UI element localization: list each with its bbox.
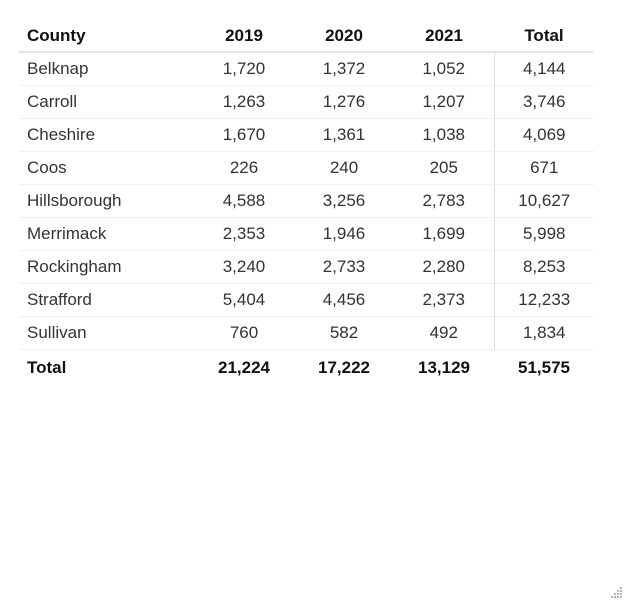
- county-table-container: County 2019 2020 2021 Total Belknap 1,72…: [19, 20, 594, 385]
- cell-county: Merrimack: [19, 217, 194, 251]
- cell-2021: 2,783: [394, 184, 494, 218]
- cell-total: 10,627: [493, 184, 594, 218]
- cell-county: Rockingham: [19, 250, 194, 284]
- column-header-2021: 2021: [394, 20, 494, 53]
- cell-2021: 1,052: [394, 52, 494, 86]
- cell-county: Hillsborough: [19, 184, 194, 218]
- totals-2020: 17,222: [318, 357, 370, 377]
- cell-2021: 2,280: [394, 250, 494, 284]
- cell-total: 671: [493, 151, 594, 185]
- cell-2019: 226: [194, 151, 294, 185]
- cell-2020: 1,946: [294, 217, 394, 251]
- cell-county: Strafford: [19, 283, 194, 317]
- totals-2021: 13,129: [418, 357, 470, 377]
- cell-county: Carroll: [19, 85, 194, 119]
- totals-row: Total 21,224 17,222 13,129 51,575: [19, 350, 594, 386]
- cell-county: Sullivan: [19, 316, 194, 350]
- cell-2021: 1,207: [394, 85, 494, 119]
- table-row: Merrimack 2,353 1,946 1,699 5,998: [19, 217, 594, 251]
- cell-2021: 1,038: [394, 118, 494, 152]
- table-row: Coos 226 240 205 671: [19, 151, 594, 185]
- cell-2021: 2,373: [394, 283, 494, 317]
- table-row: Cheshire 1,670 1,361 1,038 4,069: [19, 118, 594, 152]
- totals-2019: 21,224: [218, 357, 270, 377]
- totals-total: 51,575: [518, 357, 570, 377]
- cell-total: 12,233: [493, 283, 594, 317]
- cell-2020: 1,276: [294, 85, 394, 119]
- table-row: Belknap 1,720 1,372 1,052 4,144: [19, 52, 594, 86]
- cell-county: Coos: [19, 151, 194, 185]
- table-row: Strafford 5,404 4,456 2,373 12,233: [19, 283, 594, 317]
- cell-2019: 3,240: [194, 250, 294, 284]
- county-table: County 2019 2020 2021 Total Belknap 1,72…: [19, 20, 594, 385]
- cell-2019: 1,670: [194, 118, 294, 152]
- cell-total: 3,746: [493, 85, 594, 119]
- cell-2019: 2,353: [194, 217, 294, 251]
- header-row: County 2019 2020 2021 Total: [19, 20, 594, 53]
- table-row: Sullivan 760 582 492 1,834: [19, 316, 594, 350]
- cell-2020: 3,256: [294, 184, 394, 218]
- cell-county: Belknap: [19, 52, 194, 86]
- totals-label: Total: [27, 357, 67, 377]
- cell-2019: 4,588: [194, 184, 294, 218]
- cell-2020: 582: [294, 316, 394, 350]
- cell-total: 1,834: [493, 316, 594, 350]
- cell-total: 8,253: [493, 250, 594, 284]
- column-header-2020: 2020: [294, 20, 394, 53]
- column-header-2019: 2019: [194, 20, 294, 53]
- cell-2020: 1,361: [294, 118, 394, 152]
- cell-2020: 240: [294, 151, 394, 185]
- cell-2019: 1,720: [194, 52, 294, 86]
- cell-2019: 5,404: [194, 283, 294, 317]
- cell-2020: 1,372: [294, 52, 394, 86]
- column-header-total: Total: [494, 20, 594, 53]
- table-row: Hillsborough 4,588 3,256 2,783 10,627: [19, 184, 594, 218]
- cell-total: 4,069: [493, 118, 594, 152]
- cell-2019: 1,263: [194, 85, 294, 119]
- cell-2021: 205: [394, 151, 494, 185]
- cell-2019: 760: [194, 316, 294, 350]
- cell-county: Cheshire: [19, 118, 194, 152]
- column-header-county: County: [19, 20, 194, 53]
- cell-total: 5,998: [493, 217, 594, 251]
- cell-2020: 2,733: [294, 250, 394, 284]
- cell-2020: 4,456: [294, 283, 394, 317]
- table-row: Rockingham 3,240 2,733 2,280 8,253: [19, 250, 594, 284]
- resize-grip-icon[interactable]: [611, 586, 623, 598]
- cell-total: 4,144: [493, 52, 594, 86]
- cell-2021: 492: [394, 316, 494, 350]
- cell-2021: 1,699: [394, 217, 494, 251]
- table-row: Carroll 1,263 1,276 1,207 3,746: [19, 85, 594, 119]
